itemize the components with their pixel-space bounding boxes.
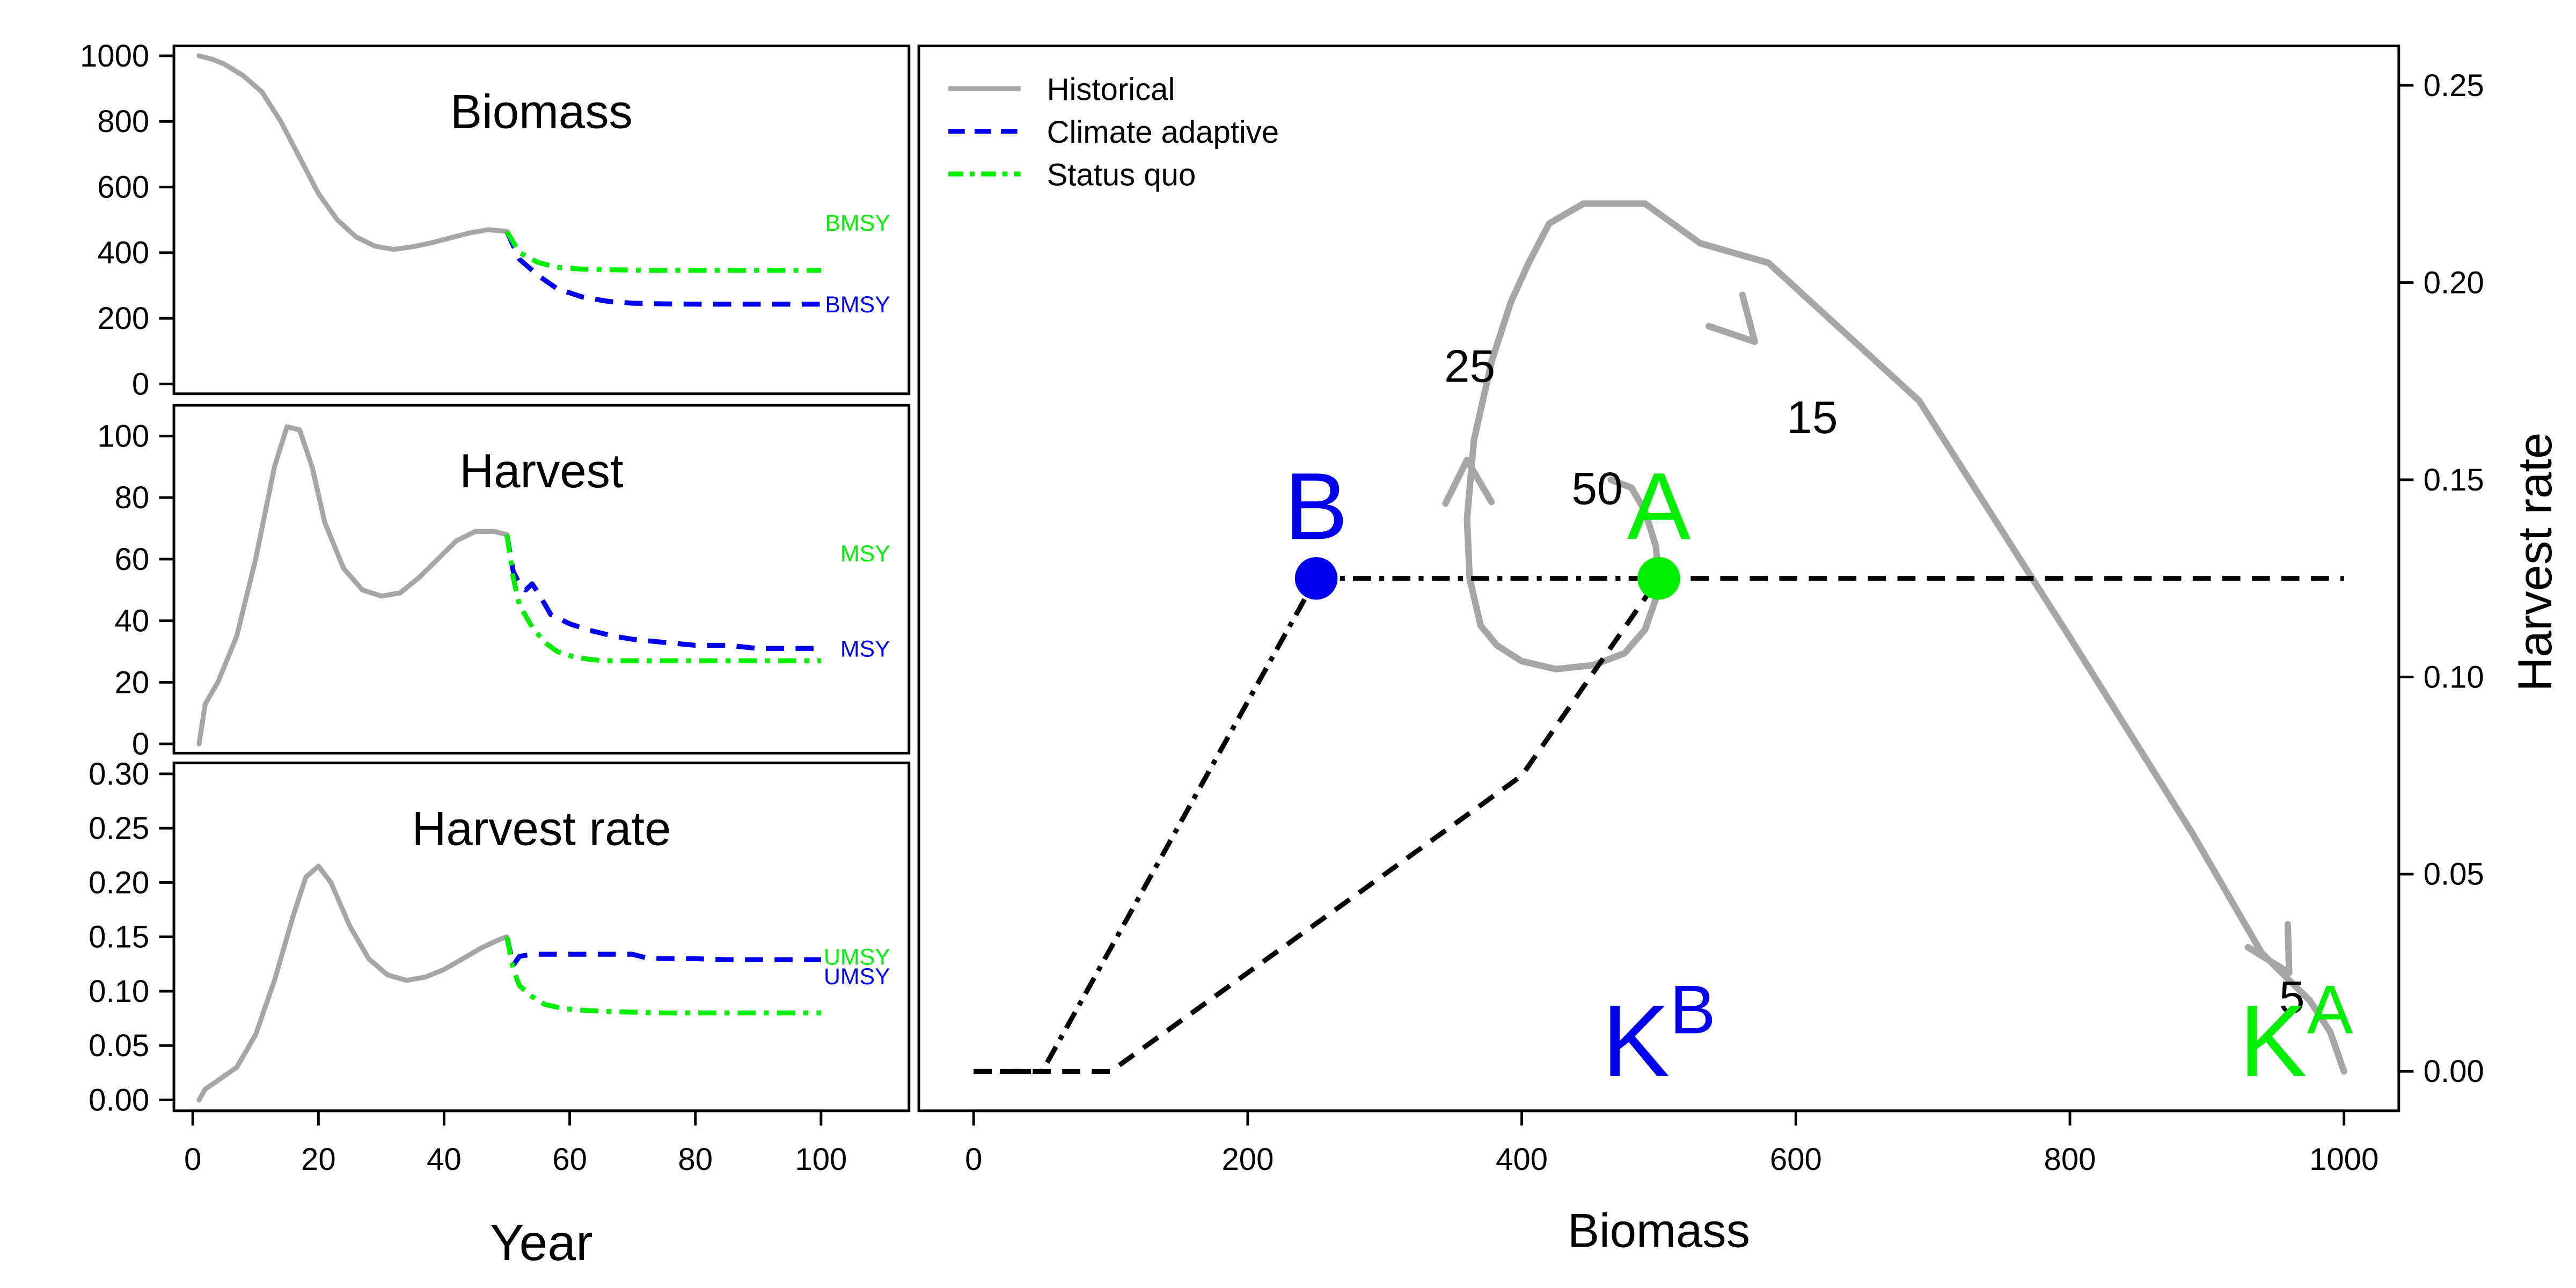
y-tick-label: 0.05 (89, 1028, 149, 1063)
series-line-historical (1463, 200, 2347, 1075)
legend-label: Historical (1047, 72, 1175, 107)
reference-point (1294, 557, 1338, 600)
x-axis-label: Year (490, 1214, 592, 1271)
k-base: K (1602, 984, 1670, 1098)
series-line-status-quo (504, 936, 821, 1016)
arrowhead (2244, 921, 2293, 976)
series-line-status-quo (504, 230, 821, 273)
x-tick-label: 0 (184, 1142, 201, 1177)
carrying-capacity-label: KB (1602, 971, 1716, 1097)
y-tick-label: 0.15 (2424, 463, 2484, 497)
series-line-historical (196, 863, 509, 1103)
y-tick-label: 600 (97, 170, 149, 204)
series-line-climate-adaptive (504, 534, 821, 651)
y-tick-label: 800 (97, 104, 149, 139)
x-tick-label: 400 (1496, 1142, 1548, 1177)
k-base: K (2239, 984, 2307, 1098)
y-tick-label: 40 (115, 604, 150, 639)
panel-phase: 0.00 0.05 0.10 0.15 0.20 0.25 0 200 400 600 800 100… (917, 45, 2562, 1257)
legend-label: Status quo (1047, 157, 1196, 192)
annotation-label: 5 (2279, 972, 2305, 1023)
reference-point (1637, 557, 1680, 600)
y-tick-label: 400 (97, 236, 149, 270)
y-tick-label: 200 (97, 301, 149, 336)
series-line-historical (196, 53, 509, 252)
k-superscript: B (1670, 971, 1716, 1048)
annotation-label: 15 (1787, 392, 1838, 443)
series-line-climate-adaptive (974, 576, 2344, 1074)
panel-biomass: Biomass 0 200 400 600 800 1000 BMSY BMSY (80, 39, 911, 401)
x-tick-label: 100 (795, 1142, 847, 1177)
series-line-climate-adaptive (504, 936, 821, 968)
carrying-capacity-label: KA (2239, 971, 2353, 1097)
y-tick-label: 0.30 (89, 757, 149, 792)
panel-title: Harvest (459, 444, 623, 497)
annotation-label: MSY (840, 636, 890, 662)
y-tick-label: 0.25 (2424, 68, 2484, 103)
y-tick-label: 0 (132, 367, 149, 401)
y-tick-label: 0.20 (2424, 265, 2484, 300)
y-tick-label: 20 (115, 665, 150, 700)
series-line-status-quo (504, 534, 821, 663)
x-tick-label: 0 (965, 1142, 982, 1177)
annotation-label: BMSY (825, 292, 890, 318)
legend: Historical Climate adaptive Status quo (948, 72, 1279, 192)
reference-point-label: A (1627, 452, 1690, 559)
y-tick-label: 0.15 (89, 920, 149, 955)
y-tick-label: 0.00 (89, 1082, 149, 1117)
annotation-label: BMSY (825, 210, 890, 236)
panel-harvest: Harvest 0 20 40 60 80 100 MSY MSY (97, 404, 911, 762)
x-tick-label: 600 (1770, 1142, 1822, 1177)
y-tick-label: 0.10 (89, 974, 149, 1009)
x-tick-label: 800 (2044, 1142, 2096, 1177)
series-line-status-quo (974, 576, 1659, 1074)
panel-title: Biomass (450, 85, 633, 138)
x-tick-label: 20 (301, 1142, 336, 1177)
reference-point-label: B (1284, 452, 1348, 559)
y-tick-label: 0 (132, 727, 149, 762)
y-tick-label: 0.25 (89, 811, 149, 846)
annotation-label: UMSY (824, 964, 890, 990)
panel-title: Harvest rate (412, 802, 671, 855)
arrowhead (1706, 291, 1758, 345)
series-line-climate-adaptive (504, 230, 821, 307)
x-tick-label: 60 (552, 1142, 587, 1177)
annotation-label: 25 (1444, 341, 1495, 392)
trajectory-arrow (2244, 921, 2293, 976)
annotation-label: 50 (1571, 463, 1622, 514)
y-tick-label: 100 (97, 419, 149, 453)
arrowhead (1442, 457, 1495, 507)
y-tick-label: 1000 (80, 39, 149, 74)
legend-label: Climate adaptive (1047, 115, 1279, 150)
k-superscript: A (2307, 971, 2353, 1048)
y-axis-label: Harvest rate (2508, 433, 2562, 692)
x-axis-label: Biomass (1568, 1204, 1750, 1257)
x-tick-label: 40 (427, 1142, 462, 1177)
trajectory-arrow (1706, 291, 1758, 345)
x-tick-label: 80 (678, 1142, 713, 1177)
y-tick-label: 0.10 (2424, 660, 2484, 694)
annotation-label: UMSY (824, 944, 890, 970)
x-tick-label: 200 (1221, 1142, 1274, 1177)
y-tick-label: 0.00 (2424, 1054, 2484, 1089)
panel-harvest_rate: Harvest rate 0.00 0.05 0.10 0.15 0.20 0.25 0.30… (89, 757, 911, 1271)
y-tick-label: 0.20 (89, 865, 149, 900)
series-line-historical (196, 424, 509, 747)
y-tick-label: 60 (115, 542, 150, 577)
trajectory-arrow (1442, 457, 1495, 507)
y-tick-label: 0.05 (2424, 857, 2484, 892)
y-tick-label: 80 (115, 480, 150, 515)
x-tick-label: 1000 (2309, 1142, 2379, 1177)
annotation-label: MSY (840, 541, 890, 567)
